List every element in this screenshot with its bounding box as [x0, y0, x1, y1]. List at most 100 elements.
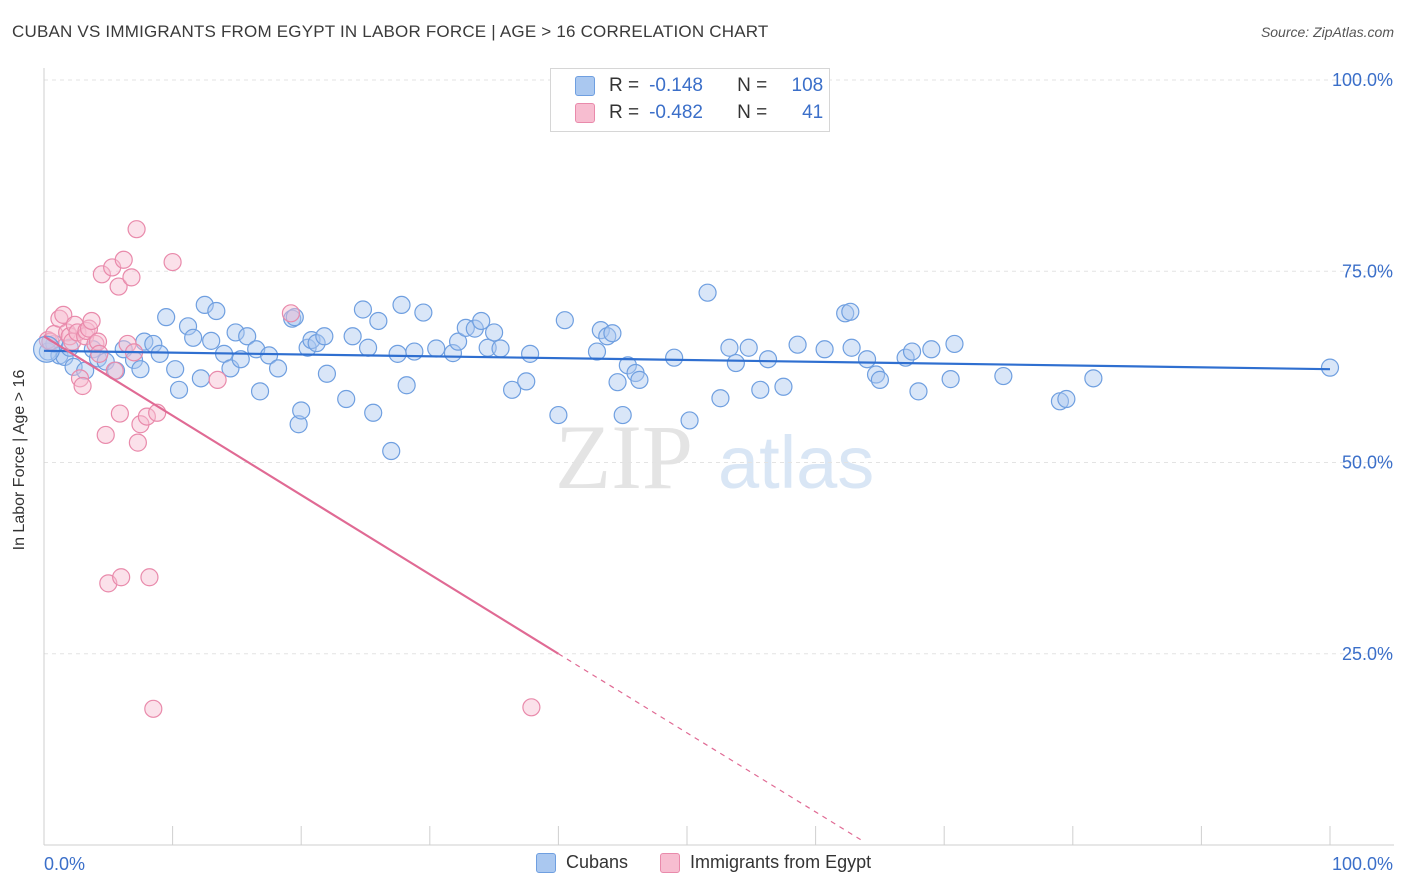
point-cubans: [618, 356, 637, 375]
point-egypt: [112, 568, 131, 587]
point-cubans: [353, 300, 373, 319]
point-cubans: [184, 328, 203, 347]
point-cubans: [842, 338, 861, 357]
point-cubans: [680, 411, 699, 430]
point-cubans: [517, 372, 536, 391]
point-cubans: [941, 370, 960, 389]
point-cubans: [207, 301, 226, 321]
y-tick-label: 25.0%: [1342, 644, 1393, 664]
point-cubans: [250, 382, 270, 401]
point-egypt: [137, 407, 156, 426]
point-cubans: [448, 332, 468, 351]
x-tick-label: 0.0%: [44, 854, 85, 874]
point-cubans: [665, 348, 684, 367]
point-cubans: [521, 344, 540, 363]
point-cubans: [603, 324, 622, 343]
point-cubans: [231, 350, 250, 369]
point-cubans: [32, 335, 61, 363]
point-cubans: [166, 360, 185, 379]
point-cubans: [857, 350, 877, 369]
point-cubans: [587, 342, 607, 361]
point-cubans: [598, 327, 617, 346]
point-cubans: [945, 334, 964, 354]
x-tick-label: 100.0%: [1332, 854, 1393, 874]
point-cubans: [369, 311, 388, 331]
point-cubans: [414, 303, 433, 322]
point-cubans: [382, 441, 401, 461]
point-cubans: [150, 344, 169, 363]
point-egypt: [82, 311, 101, 331]
point-cubans: [238, 327, 257, 346]
point-cubans: [292, 401, 311, 420]
legend-label-cubans: Cubans: [566, 852, 629, 872]
point-cubans: [178, 317, 198, 336]
y-axis-label: In Labor Force | Age > 16: [11, 369, 28, 551]
point-egypt: [110, 404, 129, 423]
y-tick-label: 50.0%: [1342, 453, 1393, 473]
trendline-egypt: [43, 335, 559, 655]
point-cubans: [64, 357, 83, 376]
point-cubans: [909, 382, 928, 401]
point-cubans: [337, 389, 356, 409]
point-cubans: [307, 334, 326, 353]
point-cubans: [226, 323, 245, 342]
point-cubans: [994, 366, 1013, 386]
legend-swatch-cubans: [536, 852, 556, 873]
point-cubans: [157, 308, 176, 327]
point-egypt: [140, 568, 159, 587]
series-legend: Cubans Immigrants from Egypt: [536, 852, 903, 873]
legend-n-value: 41: [802, 102, 824, 123]
legend-r-label: R =: [609, 75, 640, 96]
point-cubans: [472, 311, 491, 331]
point-cubans: [503, 380, 522, 399]
point-egypt: [122, 268, 141, 287]
legend-n-label: N =: [737, 75, 768, 96]
point-cubans: [1320, 358, 1340, 377]
chart-title: CUBAN VS IMMIGRANTS FROM EGYPT IN LABOR …: [12, 22, 769, 41]
legend-r-label: R =: [609, 102, 640, 123]
point-cubans: [870, 370, 890, 389]
point-cubans: [1084, 369, 1103, 388]
legend-item-egypt[interactable]: Immigrants from Egypt: [660, 852, 871, 873]
point-cubans: [549, 405, 568, 425]
point-egypt: [54, 305, 73, 324]
point-egypt: [96, 425, 115, 445]
legend-label-egypt: Immigrants from Egypt: [690, 852, 872, 872]
point-egypt: [77, 321, 96, 341]
point-cubans: [613, 405, 632, 425]
legend-n-value: 108: [791, 75, 824, 96]
point-cubans: [343, 327, 362, 346]
point-cubans: [922, 340, 941, 359]
point-cubans: [191, 369, 210, 388]
chart-source: Source: ZipAtlas.com: [1260, 24, 1394, 40]
point-egypt: [522, 698, 541, 717]
point-cubans: [289, 415, 308, 434]
trendline-egypt-extension: [558, 653, 861, 841]
point-cubans: [698, 283, 717, 302]
legend-r-value: -0.148: [649, 75, 703, 96]
legend-swatch-cubans: [575, 76, 595, 96]
point-egypt: [127, 220, 146, 239]
point-egypt: [163, 252, 182, 272]
point-cubans: [630, 370, 649, 389]
legend-n-label: N =: [737, 102, 768, 123]
point-egypt: [114, 250, 133, 269]
point-cubans: [711, 389, 730, 408]
point-cubans: [397, 376, 416, 395]
point-cubans: [259, 346, 279, 365]
legend-row-cubans: R = -0.148 N = 108: [575, 73, 823, 99]
point-cubans: [169, 380, 189, 399]
y-tick-label: 100.0%: [1332, 70, 1393, 90]
point-egypt: [128, 433, 147, 452]
trendline-cubans: [43, 349, 1331, 371]
point-cubans: [491, 339, 510, 358]
point-cubans: [815, 340, 834, 359]
point-cubans: [315, 327, 334, 346]
legend-swatch-egypt: [575, 103, 595, 123]
point-cubans: [726, 353, 745, 373]
point-egypt: [90, 344, 109, 363]
point-egypt: [144, 699, 163, 718]
point-egypt: [281, 304, 301, 323]
legend-item-cubans[interactable]: Cubans: [536, 852, 628, 873]
